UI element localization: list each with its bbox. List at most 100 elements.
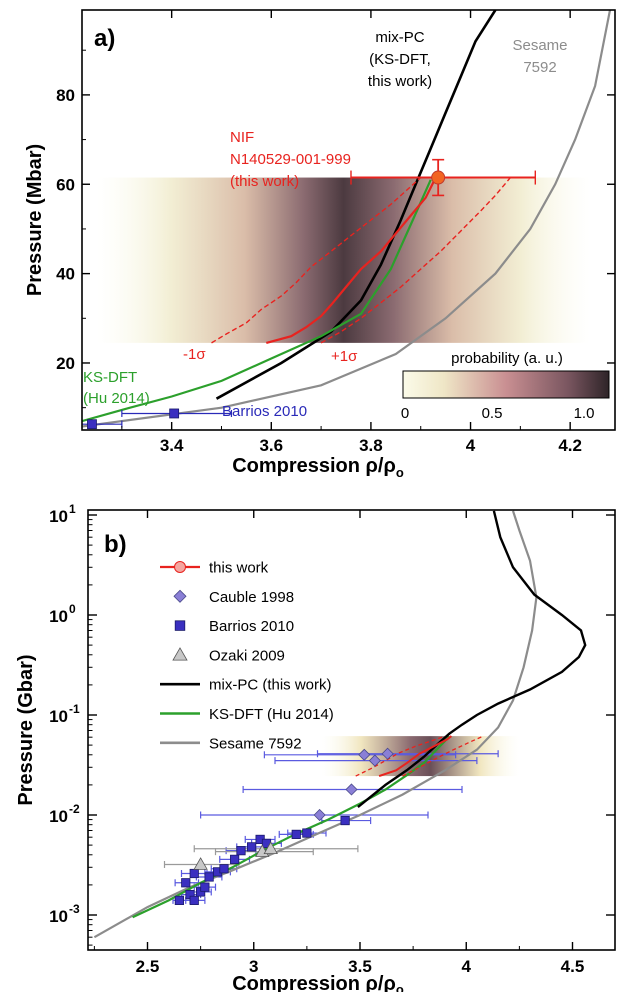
plus-sigma-annotation: +1σ bbox=[331, 348, 358, 365]
barrios-point bbox=[230, 854, 240, 864]
cauble-point bbox=[368, 754, 381, 767]
y-tick-label: 10 bbox=[49, 507, 68, 526]
probability-band bbox=[321, 736, 520, 777]
barrios-point bbox=[174, 895, 184, 905]
line-sesame bbox=[82, 10, 612, 428]
line-mixpc bbox=[215, 10, 497, 400]
legend-swatch-marker bbox=[173, 589, 187, 603]
colorbar-gradient bbox=[402, 370, 610, 399]
x-axis-label: Compression ρ/ρo bbox=[232, 455, 404, 480]
x-tick-label: 4 bbox=[466, 436, 476, 455]
line-nif-minus bbox=[355, 735, 446, 777]
legend-swatch-marker bbox=[174, 561, 186, 573]
barrios-point bbox=[181, 878, 191, 888]
sesame-annotation: Sesame bbox=[512, 37, 567, 54]
x-tick-label: 3.8 bbox=[359, 436, 383, 455]
y-tick-label-exponent: 0 bbox=[69, 602, 76, 616]
minus-sigma-annotation: -1σ bbox=[183, 346, 206, 363]
panel-b-frame bbox=[87, 509, 616, 951]
barrios-point bbox=[189, 868, 199, 879]
ozaki-point bbox=[193, 857, 208, 870]
mixpc-annotation: (KS-DFT, bbox=[369, 51, 431, 68]
cauble-point bbox=[313, 808, 326, 822]
y-tick-label: 20 bbox=[56, 354, 75, 373]
line-nif-mean bbox=[266, 177, 437, 344]
y-tick-label-exponent: -1 bbox=[69, 702, 80, 716]
legend-item-this-work: this work bbox=[160, 560, 269, 577]
y-tick-label-exponent: -3 bbox=[69, 902, 80, 916]
x-tick-label: 3.4 bbox=[160, 436, 184, 455]
nif-annotation: NIF bbox=[230, 129, 254, 146]
y-tick-label: 80 bbox=[56, 86, 75, 105]
legend: this work Cauble 1998 Barrios 2010 Ozaki 20… bbox=[160, 560, 334, 752]
barrios-point bbox=[302, 828, 312, 838]
line-sesame bbox=[93, 510, 538, 939]
x-tick-label: 2.5 bbox=[136, 957, 160, 976]
barrios-point bbox=[291, 829, 301, 839]
colorbar-tick-label: 1.0 bbox=[574, 405, 595, 422]
mixpc-annotation: mix-PC bbox=[375, 29, 424, 46]
x-tick-label: 4.5 bbox=[561, 957, 585, 976]
barrios-annotation: Barrios 2010 bbox=[222, 403, 307, 420]
y-tick-label: 10 bbox=[49, 807, 68, 826]
line-ksdft bbox=[82, 179, 432, 423]
legend-swatch-marker bbox=[174, 620, 186, 631]
x-tick-label: 3.6 bbox=[259, 436, 283, 455]
barrios-point bbox=[204, 872, 214, 882]
barrios-point bbox=[169, 408, 180, 419]
y-tick-label-exponent: 1 bbox=[69, 502, 76, 516]
legend-item-barrios: Barrios 2010 bbox=[174, 618, 294, 635]
ksdft-annotation: KS-DFT bbox=[83, 369, 137, 386]
x-tick-label: 4 bbox=[462, 957, 472, 976]
x-axis-label-subscript: o bbox=[396, 982, 404, 992]
y-axis-label: Pressure (Mbar) bbox=[24, 144, 46, 296]
legend-label: Sesame 7592 bbox=[209, 735, 302, 752]
y-tick-label: 10 bbox=[49, 707, 68, 726]
x-axis-label: Compression ρ/ρo bbox=[232, 973, 404, 992]
cauble-point bbox=[381, 747, 394, 760]
y-axis-label: Pressure (Gbar) bbox=[15, 654, 37, 805]
panel-a-frame bbox=[81, 9, 616, 431]
panel-a: 3.4 3.6 3.8 4 4.2 20 40 60 80 Compression ρ/ρo Pre… bbox=[24, 9, 616, 480]
legend-item-ksdft: KS-DFT (Hu 2014) bbox=[160, 706, 334, 723]
colorbar-tick-label: 0 bbox=[401, 405, 409, 422]
legend-label: Ozaki 2009 bbox=[209, 647, 285, 664]
barrios-point bbox=[189, 895, 199, 905]
cauble-errbar bbox=[316, 750, 499, 758]
x-tick-label: 3 bbox=[249, 957, 258, 976]
panel-b-label: b) bbox=[104, 531, 127, 558]
colorbar-tick-label: 0.5 bbox=[482, 405, 503, 422]
ozaki-point bbox=[263, 841, 278, 854]
barrios-point bbox=[200, 882, 210, 892]
legend-item-sesame: Sesame 7592 bbox=[160, 735, 302, 752]
line-nif-plus bbox=[320, 177, 511, 344]
legend-label: this work bbox=[209, 560, 269, 577]
barrios-point bbox=[247, 842, 257, 852]
legend-label: KS-DFT (Hu 2014) bbox=[209, 706, 334, 723]
x-tick-label: 4.2 bbox=[558, 436, 582, 455]
legend-label: mix-PC (this work) bbox=[209, 677, 332, 694]
legend-swatch-marker bbox=[172, 647, 188, 661]
y-tick-label: 40 bbox=[56, 265, 75, 284]
x-tick-label: 3.5 bbox=[348, 957, 372, 976]
mixpc-annotation: this work) bbox=[368, 73, 432, 90]
nif-annotation: N140529-001-999 bbox=[230, 151, 351, 168]
y-tick-label: 60 bbox=[56, 175, 75, 194]
cauble-point bbox=[345, 783, 358, 796]
line-nif-mean bbox=[378, 735, 453, 778]
y-tick-label: 10 bbox=[49, 907, 68, 926]
panel-a-label: a) bbox=[94, 25, 115, 52]
panel-a-plot-area bbox=[82, 10, 612, 430]
line-nif-plus bbox=[402, 735, 484, 777]
barrios-point bbox=[236, 846, 246, 856]
ksdft-annotation: (Hu 2014) bbox=[83, 390, 150, 407]
colorbar-title: probability (a. u.) bbox=[451, 350, 563, 367]
legend-label: Barrios 2010 bbox=[209, 618, 294, 635]
nif-annotation: (this work) bbox=[230, 173, 299, 190]
line-mixpc bbox=[357, 510, 587, 809]
x-axis-label-subscript: o bbox=[396, 465, 404, 480]
y-tick-label-exponent: -2 bbox=[69, 802, 80, 816]
ozaki-errbar bbox=[193, 845, 359, 853]
